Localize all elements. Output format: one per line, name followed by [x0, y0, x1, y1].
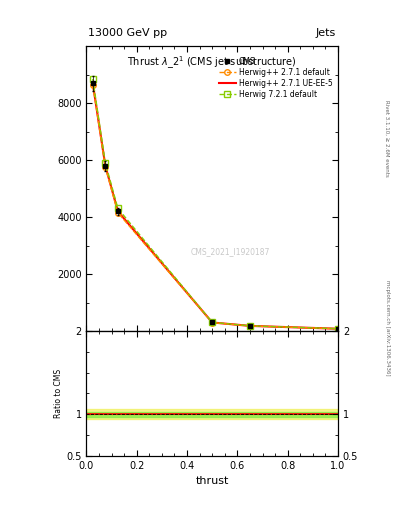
Y-axis label: Ratio to CMS: Ratio to CMS [55, 369, 63, 418]
Text: CMS_2021_I1920187: CMS_2021_I1920187 [190, 247, 270, 255]
X-axis label: thrust: thrust [196, 476, 229, 486]
Text: Thrust $\lambda\_2^1$ (CMS jet substructure): Thrust $\lambda\_2^1$ (CMS jet substruct… [127, 55, 297, 71]
Text: 13000 GeV pp: 13000 GeV pp [88, 28, 167, 38]
Text: Jets: Jets [316, 28, 336, 38]
Legend: CMS, Herwig++ 2.7.1 default, Herwig++ 2.7.1 UE-EE-5, Herwig 7.2.1 default: CMS, Herwig++ 2.7.1 default, Herwig++ 2.… [217, 56, 334, 100]
Text: Rivet 3.1.10, ≥ 2.6M events: Rivet 3.1.10, ≥ 2.6M events [385, 100, 389, 177]
Text: mcplots.cern.ch [arXiv:1306.3436]: mcplots.cern.ch [arXiv:1306.3436] [385, 280, 389, 375]
